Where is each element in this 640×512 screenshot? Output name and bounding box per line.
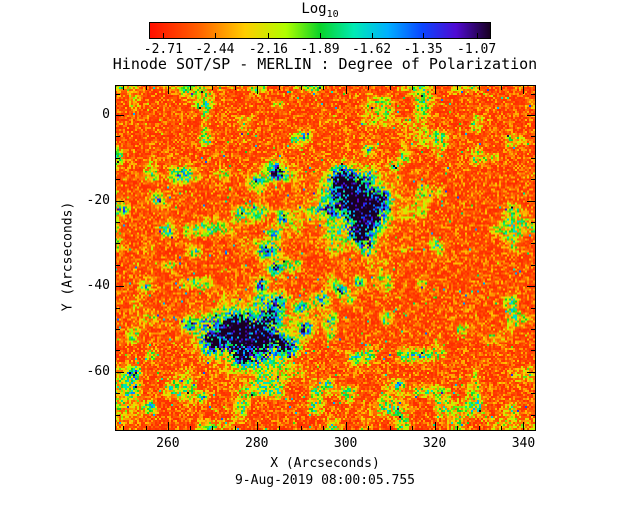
colorbar-tick-label: -1.89 [300, 42, 340, 57]
colorbar-tick-label: -2.16 [248, 42, 288, 57]
y-axis-label: Y (Arcseconds) [60, 201, 76, 312]
y-tick-label: -60 [86, 363, 110, 379]
colorbar-title: Log10 [0, 1, 640, 20]
x-tick-label: 280 [245, 436, 269, 451]
colorbar-gradient [150, 23, 490, 38]
colorbar-tick-label: -1.35 [403, 42, 443, 57]
colorbar-tick-label: -1.07 [457, 42, 497, 57]
y-tick-label: 0 [102, 106, 110, 122]
x-tick-label: 260 [156, 436, 180, 451]
plot-title: Hinode SOT/SP - MERLIN : Degree of Polar… [112, 55, 538, 73]
y-tick-label: -20 [86, 192, 110, 208]
colorbar-title-text: Log [301, 1, 327, 17]
colorbar-tick-label: -1.62 [351, 42, 392, 57]
x-tick-label: 340 [511, 436, 536, 451]
timestamp-label: 9-Aug-2019 08:00:05.755 [234, 473, 415, 488]
x-tick-label: 300 [333, 436, 358, 451]
x-tick-label: 320 [422, 436, 447, 451]
x-axis-label: X (Arcseconds) [270, 456, 380, 471]
y-tick-label: -40 [86, 278, 110, 294]
colorbar-tick-label: -2.71 [143, 42, 183, 57]
colorbar-title-subscript: 10 [326, 8, 339, 20]
colorbar-tick-label: -2.44 [195, 42, 235, 57]
heatmap-canvas [115, 85, 535, 430]
